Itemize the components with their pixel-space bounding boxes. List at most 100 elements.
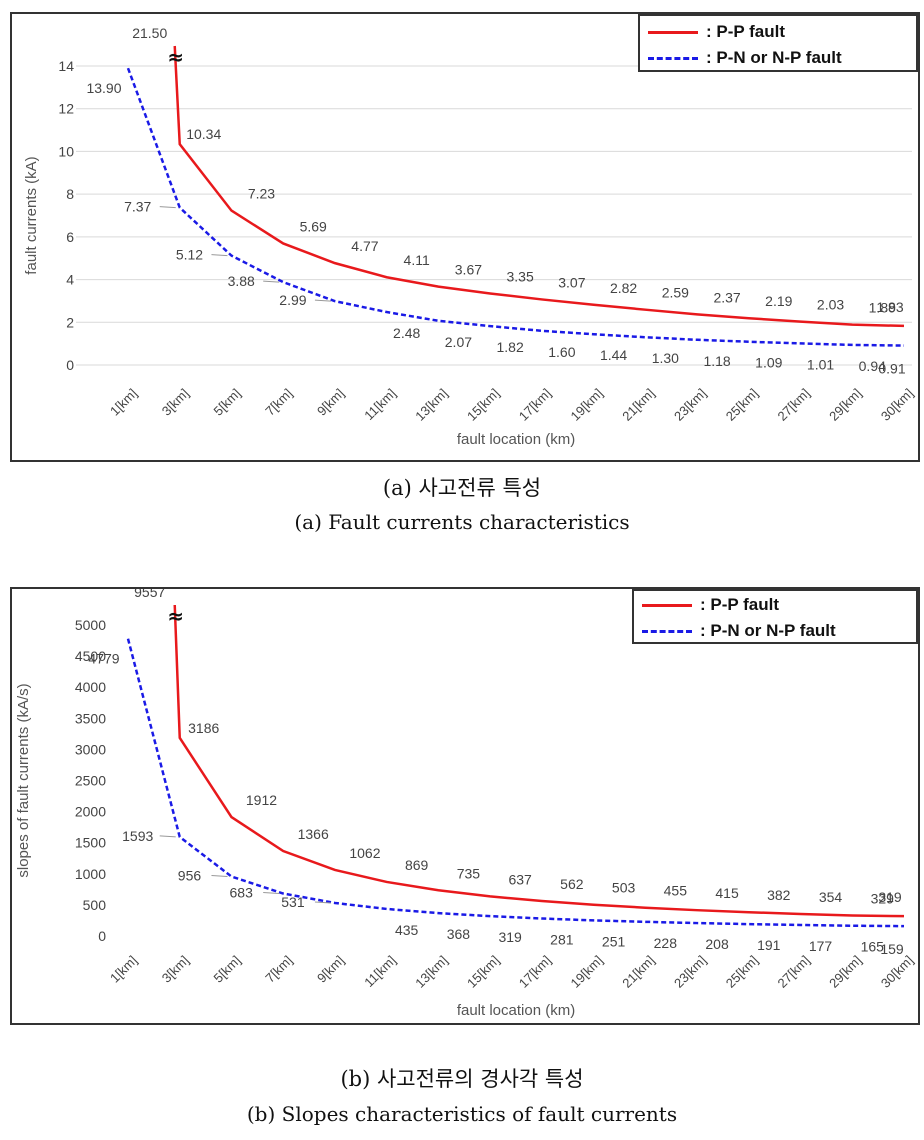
x-tick-label: 30[km] — [878, 386, 916, 424]
y-tick-label: 6 — [66, 229, 74, 245]
legend-item-pn: : P-N or N-P fault — [648, 48, 842, 68]
data-label-pn: 435 — [395, 922, 419, 938]
y-tick-label: 3000 — [75, 741, 106, 757]
data-label-pp: 3.67 — [455, 262, 482, 278]
x-tick-label: 17[km] — [516, 953, 554, 991]
data-label-pp: 2.03 — [817, 297, 844, 313]
x-tick-label: 3[km] — [159, 386, 192, 419]
legend-swatch-solid-red — [642, 603, 692, 607]
x-tick-label: 15[km] — [464, 953, 502, 991]
data-label-pp: 2.19 — [765, 293, 792, 309]
data-label-pp: 637 — [508, 871, 532, 887]
x-tick-label: 30[km] — [878, 953, 916, 991]
data-label-pp: 503 — [612, 880, 636, 896]
legend-item-pn: : P-N or N-P fault — [642, 621, 836, 641]
y-tick-label: 0 — [98, 928, 106, 944]
data-label-pp: 4.11 — [404, 252, 430, 268]
y-tick-label: 500 — [83, 897, 107, 913]
x-tick-label: 5[km] — [210, 386, 243, 419]
y-axis-title: fault currents (kA) — [23, 156, 40, 274]
caption-b-english: (b) Slopes characteristics of fault curr… — [246, 1102, 678, 1126]
data-label-pp: 562 — [560, 876, 584, 892]
data-label-pp: 2.59 — [662, 285, 689, 301]
data-label-pn: 191 — [757, 937, 781, 953]
x-tick-label: 11[km] — [361, 953, 399, 991]
data-label-pn: 7.37 — [124, 199, 151, 215]
legend-label: : P-P fault — [706, 22, 786, 41]
data-label-pn: 1.01 — [807, 356, 834, 372]
caption-a-english: (a) Fault currents characteristics — [294, 510, 630, 534]
data-label-pn: 0.94 — [859, 358, 886, 374]
chart-a-frame: 0 2 4 6 8 10 12 14 1[km] 3[km] 5[km] 7[km] 9[km] 11[k… — [10, 12, 920, 462]
x-tick-label: 27[km] — [774, 386, 812, 424]
data-label-pn: 228 — [654, 935, 678, 951]
series-line-pp-fault — [173, 604, 905, 918]
data-label-pn: 0.91 — [878, 361, 905, 377]
chart-b-legend: : P-P fault : P-N or N-P fault — [632, 589, 918, 644]
y-tick-label: 2 — [66, 314, 74, 330]
x-tick-label: 17[km] — [516, 386, 554, 424]
data-label-pn: 1.82 — [497, 339, 524, 355]
legend-swatch-dashed-blue — [648, 56, 698, 60]
x-tick-label: 11[km] — [361, 386, 399, 424]
x-tick-label: 13[km] — [412, 953, 450, 991]
data-label-pn: 1.60 — [548, 344, 575, 360]
data-label-pp: 3186 — [188, 720, 219, 736]
data-label-pp: 382 — [767, 887, 791, 903]
label-leader-line — [314, 901, 331, 904]
x-tick-label: 9[km] — [314, 386, 347, 419]
data-label-pn: 13.90 — [86, 80, 121, 96]
data-label-pn: 1.18 — [703, 353, 730, 369]
x-tick-label: 1[km] — [107, 953, 140, 986]
data-label-pn: 2.99 — [279, 292, 306, 308]
axis-break-marker: ≈ — [167, 45, 184, 69]
data-label-pp: 329 — [871, 891, 895, 907]
y-tick-label: 14 — [58, 58, 74, 74]
data-label-pp: 4.77 — [351, 238, 378, 254]
data-label-pn: 319 — [498, 929, 522, 945]
label-leader-line — [263, 280, 280, 283]
break-value-label: 9557 — [134, 589, 165, 600]
y-tick-label: 1500 — [75, 835, 106, 851]
x-tick-label: 25[km] — [723, 953, 761, 991]
data-label-pn: 531 — [281, 894, 305, 910]
data-label-pp: 1.89 — [869, 300, 896, 316]
data-label-pn: 208 — [705, 936, 729, 952]
data-label-pn: 956 — [178, 868, 202, 884]
y-tick-label: 8 — [66, 186, 74, 202]
axis-break-marker: ≈ — [167, 604, 184, 628]
legend-label: : P-N or N-P fault — [700, 621, 836, 640]
x-tick-label: 15[km] — [464, 386, 502, 424]
data-label-pp: 1912 — [246, 792, 277, 808]
y-tick-label: 1000 — [75, 866, 106, 882]
y-tick-label: 10 — [58, 143, 74, 159]
y-axis-title: slopes of fault currents (kA/s) — [15, 683, 32, 877]
x-tick-label: 5[km] — [210, 953, 243, 986]
x-tick-label: 29[km] — [826, 953, 864, 991]
y-tick-label: 4 — [66, 272, 74, 288]
data-label-pn: 5.12 — [176, 247, 203, 263]
x-tick-label: 7[km] — [262, 953, 295, 986]
data-label-pn: 1.44 — [600, 347, 627, 363]
chart-b-frame: 0 500 1000 1500 2000 2500 3000 3500 4000 4500 5000… — [10, 587, 920, 1025]
data-label-pn: 1.09 — [755, 355, 782, 371]
y-tick-label: 12 — [58, 101, 74, 117]
data-label-pn: 281 — [550, 932, 574, 948]
data-label-pp: 1366 — [298, 826, 329, 842]
series-line-pn-fault — [126, 638, 905, 928]
legend-item-pp: : P-P fault — [648, 22, 785, 42]
x-tick-label: 21[km] — [619, 386, 657, 424]
caption-a-korean: (a) 사고전류 특성 — [382, 476, 542, 500]
x-tick-label: 1[km] — [107, 386, 140, 419]
data-label-pn: 251 — [602, 933, 626, 949]
caption-b-korean: (b) 사고전류의 경사각 특성 — [340, 1067, 584, 1091]
y-tick-label: 0 — [66, 357, 74, 373]
x-tick-label: 25[km] — [723, 386, 761, 424]
data-label-pn: 4779 — [88, 651, 119, 667]
data-label-pn: 3.88 — [228, 273, 255, 289]
x-axis-title: fault location (km) — [457, 1002, 575, 1019]
y-tick-label: 3500 — [75, 710, 106, 726]
data-label-pn: 2.48 — [393, 325, 420, 341]
series-line-pp-fault — [173, 45, 905, 328]
x-tick-label: 23[km] — [671, 386, 709, 424]
